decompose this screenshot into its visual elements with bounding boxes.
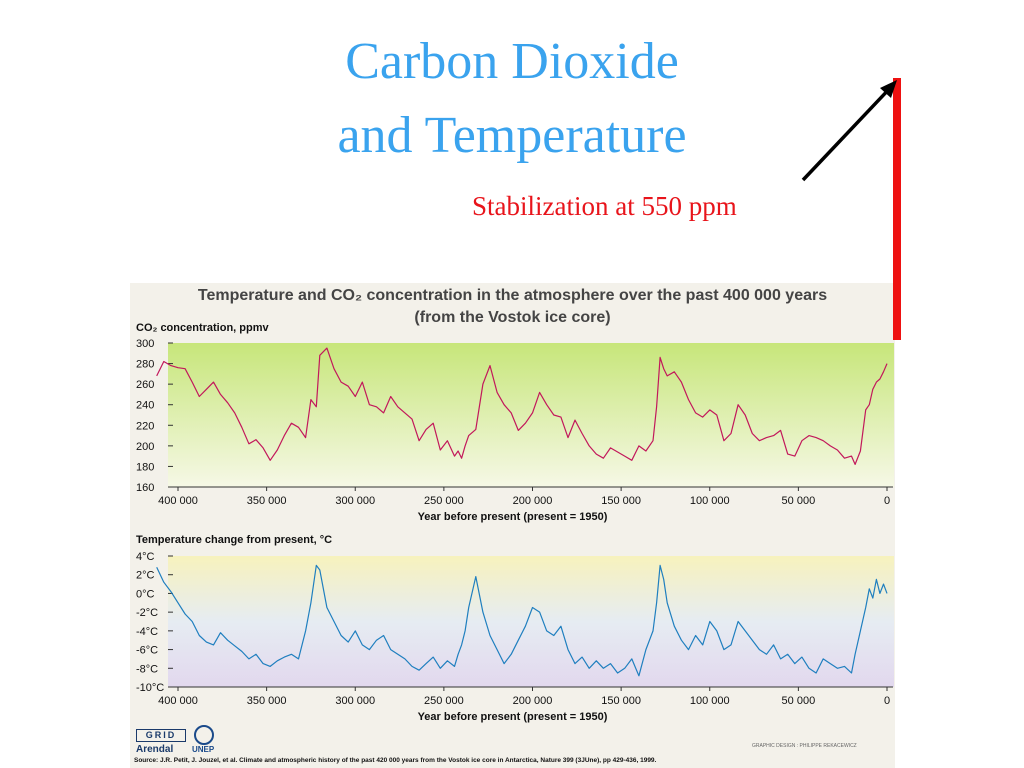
co2-xtick-label: 0 xyxy=(884,495,890,507)
co2-ytick-label: 280 xyxy=(136,359,154,371)
co2-xtick-label: 200 000 xyxy=(513,495,553,507)
co2-series-line xyxy=(156,347,888,465)
temp-xtick-label: 50 000 xyxy=(782,695,816,707)
temp-ytick-label: -8°C xyxy=(136,663,158,675)
co2-ylabel: CO₂ concentration, ppmv xyxy=(136,322,269,334)
figure-subtitle: (from the Vostok ice core) xyxy=(414,309,611,326)
temp-ytick-label: -4°C xyxy=(136,626,158,638)
co2-xtick-label: 50 000 xyxy=(782,495,816,507)
temp-xtick-label: 300 000 xyxy=(335,695,375,707)
arrow-shaft xyxy=(801,84,894,182)
temp-xtick-label: 100 000 xyxy=(690,695,730,707)
temp-xlabel: Year before present (present = 1950) xyxy=(417,711,608,723)
temp-series-line xyxy=(156,564,888,677)
unep-logo-text: UNEP xyxy=(192,745,215,754)
temp-ytick-label: 4°C xyxy=(136,551,155,563)
arendal-logo-text: Arendal xyxy=(136,744,174,755)
temp-ytick-label: 2°C xyxy=(136,570,155,582)
temp-ytick-label: -10°C xyxy=(136,682,164,694)
charts-svg: 300 280 260 240 220 200 180 160 400 000 350 000 30… xyxy=(136,338,894,707)
temp-xtick-label: 250 000 xyxy=(424,695,464,707)
co2-xtick-label: 350 000 xyxy=(247,495,287,507)
red-bar xyxy=(893,78,901,340)
temp-ylabel: Temperature change from present, °C xyxy=(136,534,333,546)
temp-xtick-label: 200 000 xyxy=(513,695,553,707)
temp-xtick-label: 150 000 xyxy=(601,695,641,707)
stabilization-annotation: Stabilization at 550 ppm xyxy=(472,191,737,221)
temp-xtick-label: 400 000 xyxy=(158,695,198,707)
co2-xtick-label: 100 000 xyxy=(690,495,730,507)
temp-ytick-label: 0°C xyxy=(136,588,155,600)
unep-emblem-icon xyxy=(194,725,214,745)
co2-xlabel: Year before present (present = 1950) xyxy=(417,511,608,523)
co2-ytick-label: 160 xyxy=(136,482,154,494)
co2-ytick-label: 300 xyxy=(136,338,154,350)
co2-ytick-label: 240 xyxy=(136,400,154,412)
co2-ytick-label: 180 xyxy=(136,461,154,473)
co2-chart: 300 280 260 240 220 200 180 160 400 000 350 000 30… xyxy=(136,338,894,507)
co2-ytick-label: 260 xyxy=(136,379,154,391)
co2-xtick-label: 150 000 xyxy=(601,495,641,507)
slide-title-line2: and Temperature xyxy=(337,107,687,164)
co2-xtick-label: 300 000 xyxy=(335,495,375,507)
temp-xtick-label: 0 xyxy=(884,695,890,707)
co2-xtick-label: 250 000 xyxy=(424,495,464,507)
co2-xtick-label: 400 000 xyxy=(158,495,198,507)
co2-ytick-label: 200 xyxy=(136,441,154,453)
vostok-figure: Temperature and CO₂ concentration in the… xyxy=(130,283,895,768)
slide-title-line1: Carbon Dioxide xyxy=(345,33,679,90)
grid-logo: GRID xyxy=(136,729,186,742)
figure-title: Temperature and CO₂ concentration in the… xyxy=(197,287,828,304)
co2-ytick-label: 220 xyxy=(136,420,154,432)
temp-ytick-label: -6°C xyxy=(136,645,158,657)
temp-xtick-label: 350 000 xyxy=(247,695,287,707)
arrow-head-icon xyxy=(880,80,897,98)
graphic-credit: GRAPHIC DESIGN : PHILIPPE REKACEWICZ xyxy=(752,743,857,749)
temp-plot-area xyxy=(168,556,894,687)
temp-ytick-label: -2°C xyxy=(136,607,158,619)
source-citation: Source: J.R. Petit, J. Jouzel, et al. Cl… xyxy=(134,757,657,764)
